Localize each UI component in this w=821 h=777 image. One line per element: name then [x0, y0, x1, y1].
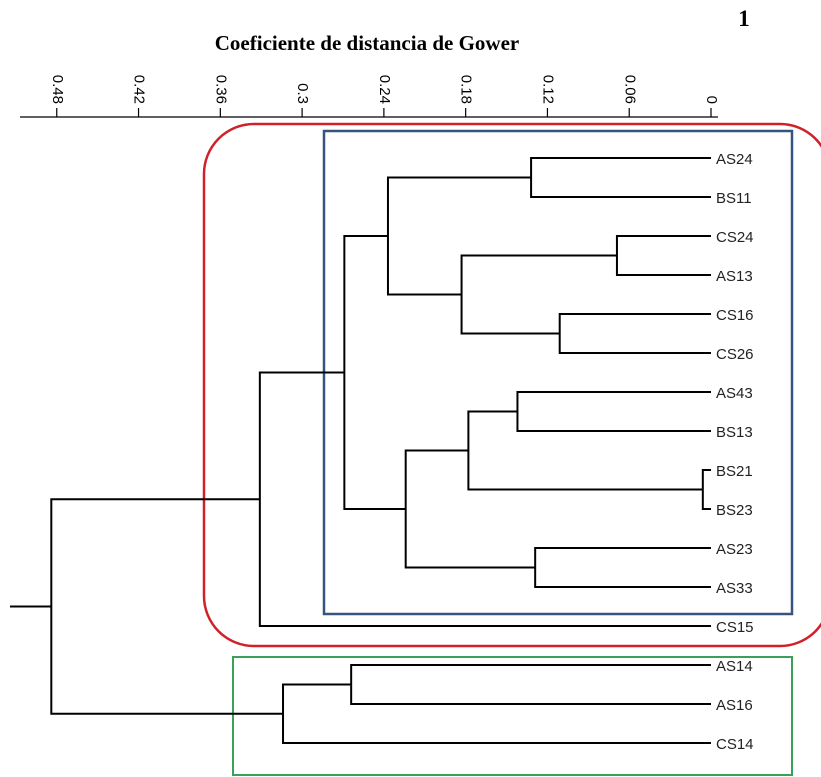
dendrogram-link	[386, 176, 532, 296]
dendrogram-link	[343, 235, 406, 510]
leaf-label: CS26	[716, 346, 754, 363]
leaf-label: BS21	[716, 463, 753, 480]
dendrogram-link	[50, 498, 284, 715]
leaf-label: AS33	[716, 580, 753, 597]
axis-tick-label: 0.12	[539, 75, 556, 104]
leaf-label: AS24	[716, 151, 753, 168]
leaf-label: CS16	[716, 307, 754, 324]
green-group-box	[232, 656, 793, 776]
axis-tick-label: 0.48	[49, 75, 66, 104]
leaf-label: CS14	[716, 736, 754, 753]
leaf-label: AS23	[716, 541, 753, 558]
leaf-label: CS15	[716, 619, 754, 636]
dendrogram-link	[530, 157, 711, 198]
distance-axis: 0.48 0.42 0.36 0.3 0.24 0.18 0.12 0.06 0	[20, 75, 720, 118]
leaf-label: BS11	[716, 190, 752, 207]
leaf-label: CS24	[716, 229, 754, 246]
leaf-label: AS43	[716, 385, 753, 402]
axis-tick-label: 0.06	[621, 75, 638, 104]
axis-tick-label: 0.18	[458, 75, 475, 104]
leaf-label: AS16	[716, 697, 753, 714]
dendrogram-link	[516, 391, 711, 432]
dendrogram-link	[615, 235, 711, 276]
axis-tick-label: 0.36	[212, 75, 229, 104]
red-group-box	[202, 122, 821, 648]
dendrogram-tree	[10, 157, 711, 744]
dendrogram-link	[404, 449, 536, 569]
panel-number: 1	[738, 6, 750, 31]
leaf-label: BS23	[716, 502, 753, 519]
axis-tick-label: 0.42	[131, 75, 148, 104]
dendrogram-link	[701, 469, 711, 510]
dendrogram-link	[460, 254, 617, 335]
leaf-label: AS14	[716, 658, 753, 675]
leaf-labels: AS24 BS11 CS24 AS13 CS16 CS26 AS43 BS13 BS21 BS23…	[716, 151, 754, 753]
dendrogram-link	[282, 683, 711, 744]
leaf-label: AS13	[716, 268, 753, 285]
dendrogram-link	[350, 664, 711, 705]
dendrogram-link	[558, 313, 711, 354]
axis-tick-label: 0	[703, 96, 720, 104]
leaf-label: BS13	[716, 424, 753, 441]
dendrogram-link	[534, 547, 711, 588]
axis-tick-label: 0.3	[294, 83, 311, 104]
dendrogram-link	[467, 410, 703, 491]
cluster-group-boxes	[202, 122, 821, 776]
chart-title: Coeficiente de distancia de Gower	[215, 31, 519, 55]
axis-tick-label: 0.24	[376, 75, 393, 104]
